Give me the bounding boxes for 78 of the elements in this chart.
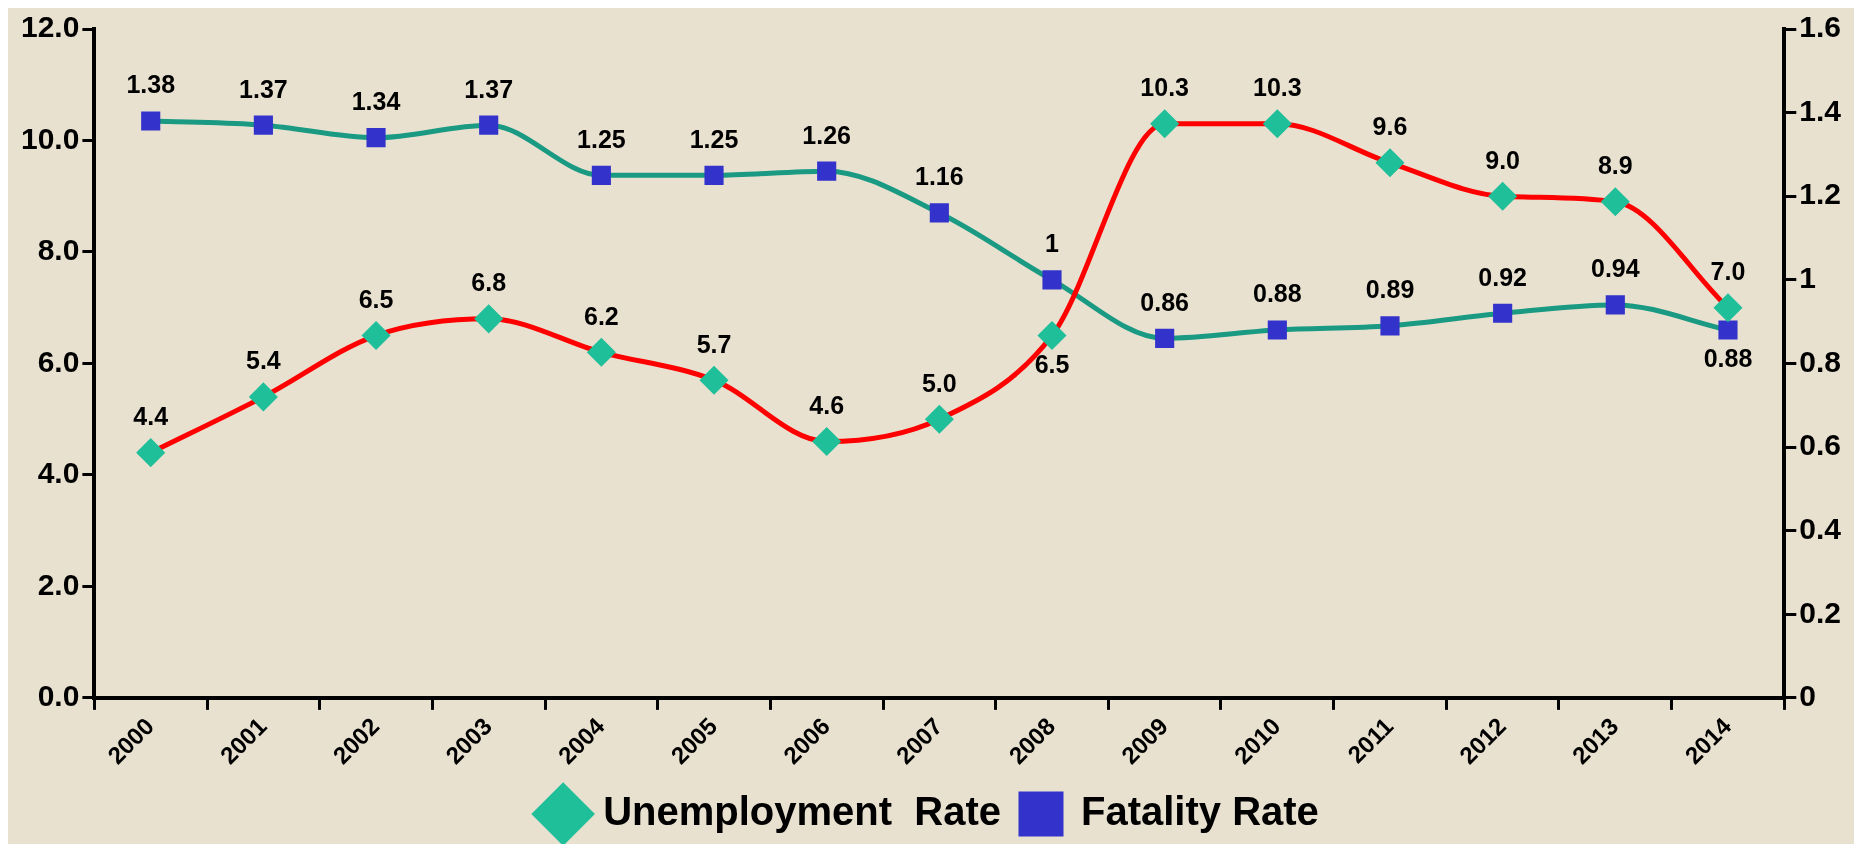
point <box>929 203 949 223</box>
data-label: 0.88 <box>1252 279 1302 308</box>
data-label: 8.9 <box>1597 151 1633 180</box>
data-label: 1.38 <box>126 70 176 99</box>
data-label: 0.88 <box>1703 344 1753 373</box>
y2-tick-label: 1.6 <box>1799 10 1842 44</box>
data-label: 0.86 <box>1140 287 1189 316</box>
data-label: 1.37 <box>464 74 514 103</box>
point <box>591 165 611 185</box>
point <box>249 383 277 411</box>
point <box>1267 320 1287 340</box>
point <box>1155 328 1175 348</box>
data-label: 9.6 <box>1372 112 1408 141</box>
point <box>1380 316 1400 336</box>
y-tick-label: 0.0 <box>37 679 80 713</box>
point <box>362 322 390 350</box>
data-label: 0.94 <box>1590 254 1640 283</box>
data-label: 6.2 <box>583 301 619 330</box>
data-label: 0.89 <box>1365 275 1415 304</box>
point <box>700 366 728 394</box>
data-label: 1.34 <box>351 87 401 116</box>
data-label: 5.7 <box>696 329 732 358</box>
y2-tick-label: 0.4 <box>1799 511 1842 545</box>
point <box>817 161 837 181</box>
legend-label: Fatality Rate <box>1081 789 1319 834</box>
point <box>479 115 499 135</box>
y2-tick-label: 0 <box>1799 679 1816 713</box>
y2-tick-label: 0.8 <box>1799 344 1842 378</box>
data-label: 1 <box>1045 229 1060 258</box>
y-tick-label: 12.0 <box>21 10 80 44</box>
data-label: 6.5 <box>358 284 394 313</box>
y-tick-label: 4.0 <box>37 456 80 490</box>
data-label: 1.37 <box>239 74 288 103</box>
y2-tick-label: 0.6 <box>1799 428 1842 462</box>
point <box>1718 320 1738 340</box>
point <box>1489 182 1517 210</box>
point <box>141 111 161 131</box>
data-label: 5.0 <box>921 368 957 397</box>
data-label: 6.5 <box>1034 349 1070 378</box>
data-label: 10.3 <box>1252 73 1302 102</box>
point <box>1042 270 1062 290</box>
data-label: 1.25 <box>577 124 626 153</box>
data-label: 5.4 <box>246 346 281 375</box>
y2-tick-label: 1.4 <box>1799 93 1842 127</box>
point <box>1376 149 1404 177</box>
y-tick-label: 6.0 <box>37 344 80 378</box>
data-label: 1.16 <box>915 162 964 191</box>
point <box>1605 295 1625 315</box>
point <box>925 405 953 433</box>
y2-tick-label: 1 <box>1799 261 1816 295</box>
y2-tick-label: 1.2 <box>1799 177 1842 211</box>
point <box>366 128 386 148</box>
point <box>1493 303 1513 323</box>
data-label: 1.26 <box>802 120 852 149</box>
data-label: 10.3 <box>1140 73 1189 102</box>
point <box>1038 322 1066 350</box>
point <box>704 165 724 185</box>
y-tick-label: 2.0 <box>37 567 80 601</box>
data-label: 6.8 <box>471 268 507 297</box>
data-label: 7.0 <box>1710 257 1746 286</box>
point <box>813 427 841 455</box>
data-label: 9.0 <box>1485 145 1521 174</box>
point <box>1601 188 1629 216</box>
point <box>1714 294 1742 322</box>
y-tick-label: 8.0 <box>37 233 80 267</box>
legend-label: Unemployment Rate <box>603 789 1002 834</box>
y-tick-label: 10.0 <box>21 121 80 155</box>
data-label: 0.92 <box>1478 262 1527 291</box>
point <box>253 115 273 135</box>
data-label: 4.6 <box>809 390 845 419</box>
point <box>1263 110 1291 138</box>
point <box>475 305 503 333</box>
point <box>137 439 165 467</box>
point <box>1151 110 1179 138</box>
point <box>587 338 615 366</box>
y2-tick-label: 0.2 <box>1799 595 1842 629</box>
data-label: 4.4 <box>133 402 169 431</box>
data-label: 1.25 <box>689 124 739 153</box>
